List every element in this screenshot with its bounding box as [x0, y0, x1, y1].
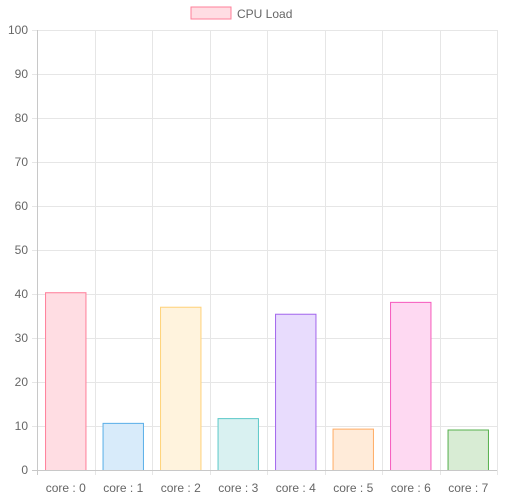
- x-tick-label: core : 6: [391, 481, 431, 495]
- x-tick-labels: core : 0 core : 1 core : 2 core : 3 core : 4…: [46, 481, 489, 495]
- axes: [32, 30, 497, 475]
- bar[interactable]: [102, 422, 144, 470]
- x-tick-label: core : 5: [333, 481, 373, 495]
- bar-border: [160, 306, 202, 470]
- y-tick-label: 40: [15, 287, 29, 301]
- bar-border: [45, 292, 87, 470]
- bar-border: [275, 313, 317, 470]
- bar[interactable]: [390, 301, 432, 470]
- y-tick-label: 60: [15, 199, 29, 213]
- x-tick-label: core : 4: [276, 481, 316, 495]
- x-tick-label: core : 3: [218, 481, 258, 495]
- x-tick-label: core : 0: [46, 481, 86, 495]
- bar[interactable]: [45, 292, 87, 470]
- bar-border: [447, 429, 489, 470]
- y-tick-label: 10: [15, 419, 29, 433]
- bar[interactable]: [160, 306, 202, 470]
- bar[interactable]: [447, 429, 489, 470]
- y-tick-labels: 0 10 20 30 40 50 60 70 80 90 100: [8, 23, 28, 477]
- x-tick-label: core : 1: [103, 481, 143, 495]
- bar-border: [332, 428, 374, 470]
- bar[interactable]: [217, 418, 259, 470]
- bar-border: [217, 418, 259, 470]
- y-tick-label: 100: [8, 23, 28, 37]
- bar[interactable]: [275, 313, 317, 470]
- legend-label[interactable]: CPU Load: [237, 7, 292, 21]
- y-tick-label: 90: [15, 67, 29, 81]
- y-tick-label: 80: [15, 111, 29, 125]
- y-tick-label: 0: [21, 463, 28, 477]
- bar[interactable]: [332, 428, 374, 470]
- legend[interactable]: CPU Load: [190, 6, 292, 21]
- y-tick-label: 50: [15, 243, 29, 257]
- bars: [45, 292, 489, 470]
- grid-lines: [32, 30, 498, 475]
- x-tick-label: core : 7: [448, 481, 488, 495]
- y-tick-label: 70: [15, 155, 29, 169]
- y-tick-label: 30: [15, 331, 29, 345]
- bar-border: [102, 422, 144, 470]
- bar-border: [390, 301, 432, 470]
- x-tick-label: core : 2: [161, 481, 201, 495]
- legend-swatch[interactable]: [190, 6, 232, 20]
- y-tick-label: 20: [15, 375, 29, 389]
